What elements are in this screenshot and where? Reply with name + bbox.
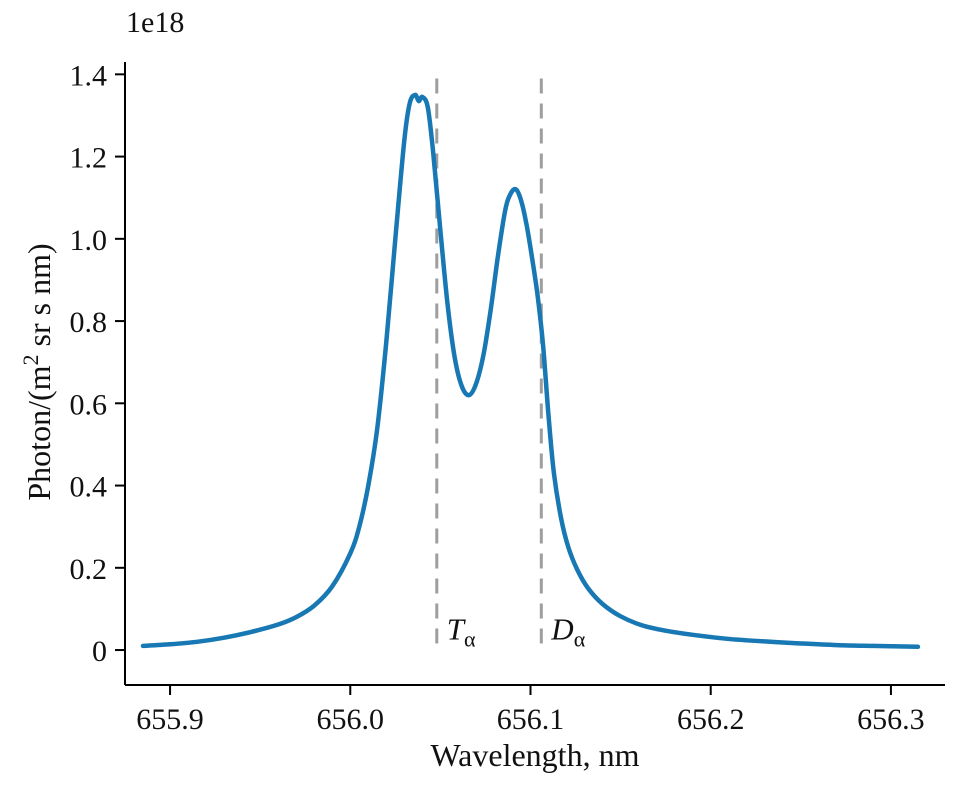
vline-label-main: D xyxy=(551,611,574,647)
y-axis-label-suffix: sr s nm) xyxy=(20,243,57,355)
y-tick-label: 0.4 xyxy=(70,471,108,504)
vline-label-D-alpha: Dα xyxy=(551,611,585,652)
y-tick-label: 0.2 xyxy=(70,553,108,586)
y-axis-label-prefix: Photon/(m xyxy=(20,365,57,501)
vline-label-main: T xyxy=(446,611,465,647)
vline-label-subscript: α xyxy=(573,626,586,652)
vline-label-subscript: α xyxy=(464,626,476,652)
y-axis-label-superscript: 2 xyxy=(18,354,44,366)
x-axis-label: Wavelength, nm xyxy=(430,737,640,773)
y-tick-label: 1.4 xyxy=(70,59,108,92)
x-tick-label: 655.9 xyxy=(136,703,204,736)
x-tick-label: 656.2 xyxy=(677,703,745,736)
vline-label-T-alpha: Tα xyxy=(447,611,476,652)
spectrum-curve xyxy=(140,92,921,650)
y-axis-offset-text: 1e18 xyxy=(126,6,185,39)
x-tick-label: 656.0 xyxy=(317,703,385,736)
x-tick-label: 656.3 xyxy=(857,703,925,736)
y-tick-label: 0.8 xyxy=(70,306,108,339)
x-tick-label: 656.1 xyxy=(497,703,565,736)
y-tick-label: 1.0 xyxy=(70,224,108,257)
y-axis-label: Photon/(m2 sr s nm) xyxy=(18,243,58,500)
y-tick-label: 0.6 xyxy=(70,388,108,421)
y-tick-label: 0 xyxy=(92,635,107,668)
y-tick-label: 1.2 xyxy=(70,142,108,175)
